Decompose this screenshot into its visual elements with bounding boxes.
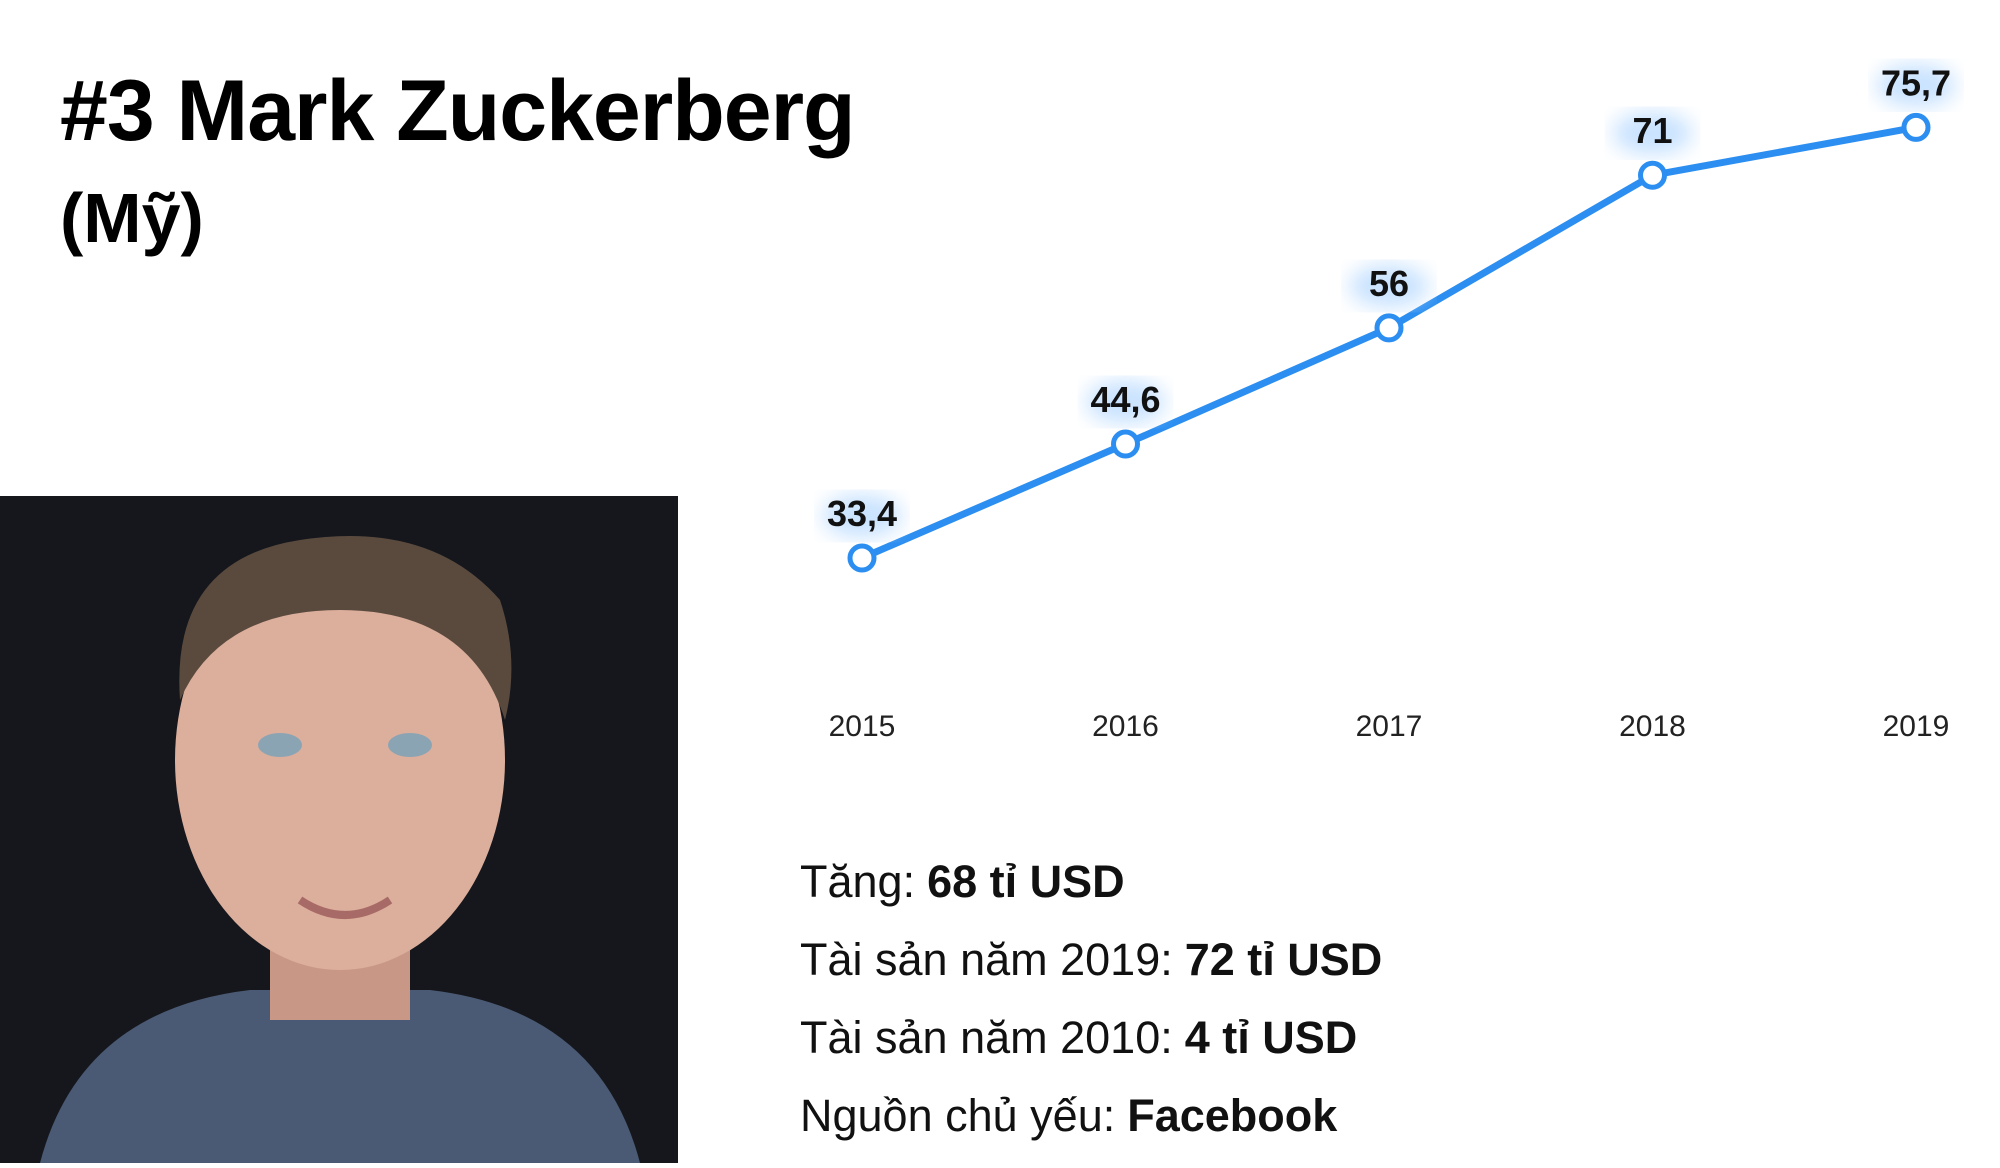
stat-value: Facebook xyxy=(1127,1090,1338,1141)
stat-label: Tài sản năm 2019: xyxy=(800,934,1173,985)
stat-row: Tài sản năm 2010: 4 tỉ USD xyxy=(800,1012,1382,1090)
label-glow xyxy=(822,493,902,538)
x-tick-label: 2019 xyxy=(1883,710,1950,743)
point xyxy=(1638,160,1667,190)
value-label: 56 xyxy=(1369,263,1409,304)
label-glow xyxy=(1612,111,1693,156)
stats: Tăng: 68 tỉ USD Tài sản năm 2019: 72 tỉ USD… xyxy=(800,856,1382,1168)
value-label: 44,6 xyxy=(1090,379,1160,420)
stat-value: 68 tỉ USD xyxy=(927,856,1125,907)
value-label: 75,7 xyxy=(1881,62,1951,103)
stat-label: Tài sản năm 2010: xyxy=(800,1012,1173,1063)
point xyxy=(1901,112,1931,142)
subtitle: (Mỹ) xyxy=(60,179,204,257)
stat-row: Tăng: 68 tỉ USD xyxy=(800,856,1382,934)
label-glow xyxy=(1349,263,1429,308)
x-tick-label: 2018 xyxy=(1619,710,1686,743)
point xyxy=(1374,313,1404,343)
label-glow xyxy=(1085,379,1166,424)
stat-label: Tăng: xyxy=(800,856,916,907)
title: #3 Mark Zuckerberg xyxy=(60,63,856,159)
stat-row: Tài sản năm 2019: 72 tỉ USD xyxy=(800,934,1382,1012)
x-tick-label: 2015 xyxy=(829,710,896,743)
line xyxy=(860,123,1917,562)
stat-value: 4 tỉ USD xyxy=(1184,1012,1358,1063)
stat-label: Nguồn chủ yếu: xyxy=(800,1090,1116,1141)
point xyxy=(847,543,877,573)
value-label: 33,4 xyxy=(827,493,897,534)
photo xyxy=(0,496,678,1163)
value-label: 71 xyxy=(1632,110,1672,151)
label-glow xyxy=(1876,63,1956,108)
x-tick-label: 2017 xyxy=(1356,710,1423,743)
stat-row: Nguồn chủ yếu: Facebook xyxy=(800,1090,1382,1168)
point xyxy=(1111,429,1140,459)
x-tick-label: 2016 xyxy=(1092,710,1159,743)
stat-value: 72 tỉ USD xyxy=(1184,934,1383,985)
